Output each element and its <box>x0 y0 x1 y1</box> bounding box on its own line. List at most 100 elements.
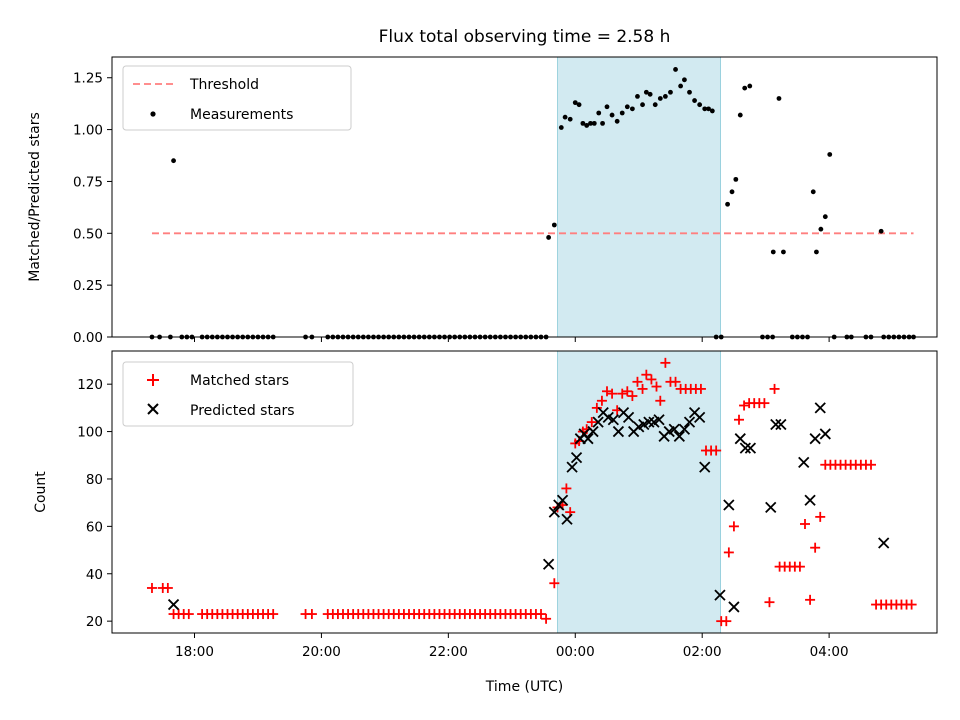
legend-matched-swatch <box>147 374 159 386</box>
measurement-point <box>614 118 620 124</box>
x-tick-label: 04:00 <box>810 644 849 660</box>
matched-star-point <box>711 445 722 456</box>
legend-matched-label: Matched stars <box>190 373 289 389</box>
measurement-point <box>737 112 743 118</box>
measurement-point <box>814 249 819 255</box>
bottom-x-ticks: 18:00 20:00 22:00 00:00 02:00 04:00 <box>175 633 849 660</box>
measurement-point <box>604 104 610 110</box>
measurement-point <box>687 89 692 95</box>
predicted-star-point <box>770 418 782 431</box>
measurement-point <box>878 228 884 234</box>
matched-star-point <box>728 521 739 532</box>
measurement-point <box>640 102 645 108</box>
matched-star-point <box>162 582 173 593</box>
top-axes-frame <box>111 56 938 338</box>
measurement-point <box>591 120 597 126</box>
predicted-star-point <box>814 402 826 414</box>
matched-star-point <box>794 561 805 572</box>
bottom-axes-frame <box>111 350 938 634</box>
matched-star-point <box>591 402 602 413</box>
top-panel: 0.00 0.25 0.50 0.75 1.00 1.25 Flux total obse… <box>27 27 938 346</box>
predicted-star-point <box>612 425 625 438</box>
bottom-y-tick-label: 60 <box>86 519 103 535</box>
bottom-panel: 20 40 60 80 100 120 18:00 20:00 22:00 00:00 02:00… <box>33 350 938 695</box>
top-y-tick-label: 0.00 <box>73 330 103 346</box>
top-y-tick-label: 1.00 <box>73 123 103 139</box>
matched-star-point <box>651 381 662 392</box>
x-tick-label: 02:00 <box>683 644 722 660</box>
measurement-point <box>682 77 687 83</box>
matched-star-point <box>906 599 917 610</box>
matched-star-point <box>641 369 652 380</box>
top-y-tick-label: 0.75 <box>73 174 103 190</box>
bottom-y-tick-label: 40 <box>86 567 103 583</box>
predicted-star-point <box>556 494 569 506</box>
matched-star-point <box>670 376 681 387</box>
bottom-y-tick-label: 20 <box>86 614 103 630</box>
matched-star-point <box>146 582 157 593</box>
matched-star-point <box>637 383 648 394</box>
legend-measurements-label: Measurements <box>190 107 293 123</box>
measurement-point <box>572 100 578 106</box>
predicted-star-point <box>653 414 665 426</box>
measurement-point <box>624 104 630 110</box>
measurement-point <box>643 89 649 95</box>
measurement-point <box>171 158 176 164</box>
measurement-point <box>810 189 816 195</box>
matched-star-point <box>632 376 643 387</box>
matched-star-point <box>617 388 628 399</box>
predicted-star-point <box>739 442 751 454</box>
matched-star-point <box>596 395 607 406</box>
measurement-point <box>662 94 668 99</box>
predicted-star-point <box>566 461 578 473</box>
predicted-star-point <box>668 423 680 435</box>
predicted-star-point <box>744 442 757 454</box>
predicted-star-point <box>542 558 555 570</box>
matched-star-point <box>764 597 775 608</box>
legend-predicted-label: Predicted stars <box>190 403 295 419</box>
matched-star-point <box>306 609 317 620</box>
matched-star-point <box>549 578 560 589</box>
matched-star-point <box>561 483 572 494</box>
matched-star-point <box>183 609 194 620</box>
measurement-point <box>657 96 663 101</box>
matched-star-point <box>268 609 279 620</box>
measurement-point <box>619 110 625 116</box>
measurement-point <box>652 102 658 108</box>
top-y-tick-label: 0.50 <box>73 226 103 242</box>
predicted-star-point <box>878 537 890 549</box>
matched-star-point <box>739 400 750 411</box>
x-axis-label: Time (UTC) <box>485 679 563 695</box>
top-y-tick-label: 0.25 <box>73 278 103 294</box>
predicted-star-point <box>798 456 810 469</box>
measurement-point <box>635 94 640 99</box>
measurement-point <box>596 110 602 116</box>
legend-predicted-swatch <box>147 403 159 415</box>
predicted-star-point <box>723 499 735 511</box>
measurement-point <box>692 98 697 103</box>
measurement-point <box>697 102 703 108</box>
measurement-point <box>609 112 615 118</box>
measurement-point <box>668 89 673 95</box>
predicted-star-point <box>694 411 706 423</box>
predicted-star-point <box>643 416 655 428</box>
matched-star-point <box>536 609 546 620</box>
matched-star-point <box>602 386 612 397</box>
top-legend: Threshold Measurements <box>122 65 352 131</box>
matched-star-point <box>607 388 618 399</box>
matched-star-point <box>622 386 633 397</box>
matched-star-point <box>723 547 734 558</box>
predicted-star-point <box>804 494 816 506</box>
predicted-star-point <box>167 598 180 611</box>
matched-stars-points <box>146 357 917 627</box>
predicted-star-point <box>582 433 594 445</box>
measurement-point <box>709 108 715 114</box>
measurement-point <box>822 214 828 220</box>
bottom-y-axis-label: Count <box>33 471 49 513</box>
chart-title: Flux total observing time = 2.58 h <box>379 27 671 47</box>
measurement-point <box>558 125 564 130</box>
top-y-ticks: 0.00 0.25 0.50 0.75 1.00 1.25 <box>73 71 112 346</box>
predicted-star-point <box>587 425 599 438</box>
predicted-star-point <box>683 416 696 428</box>
matched-star-point <box>769 383 780 394</box>
